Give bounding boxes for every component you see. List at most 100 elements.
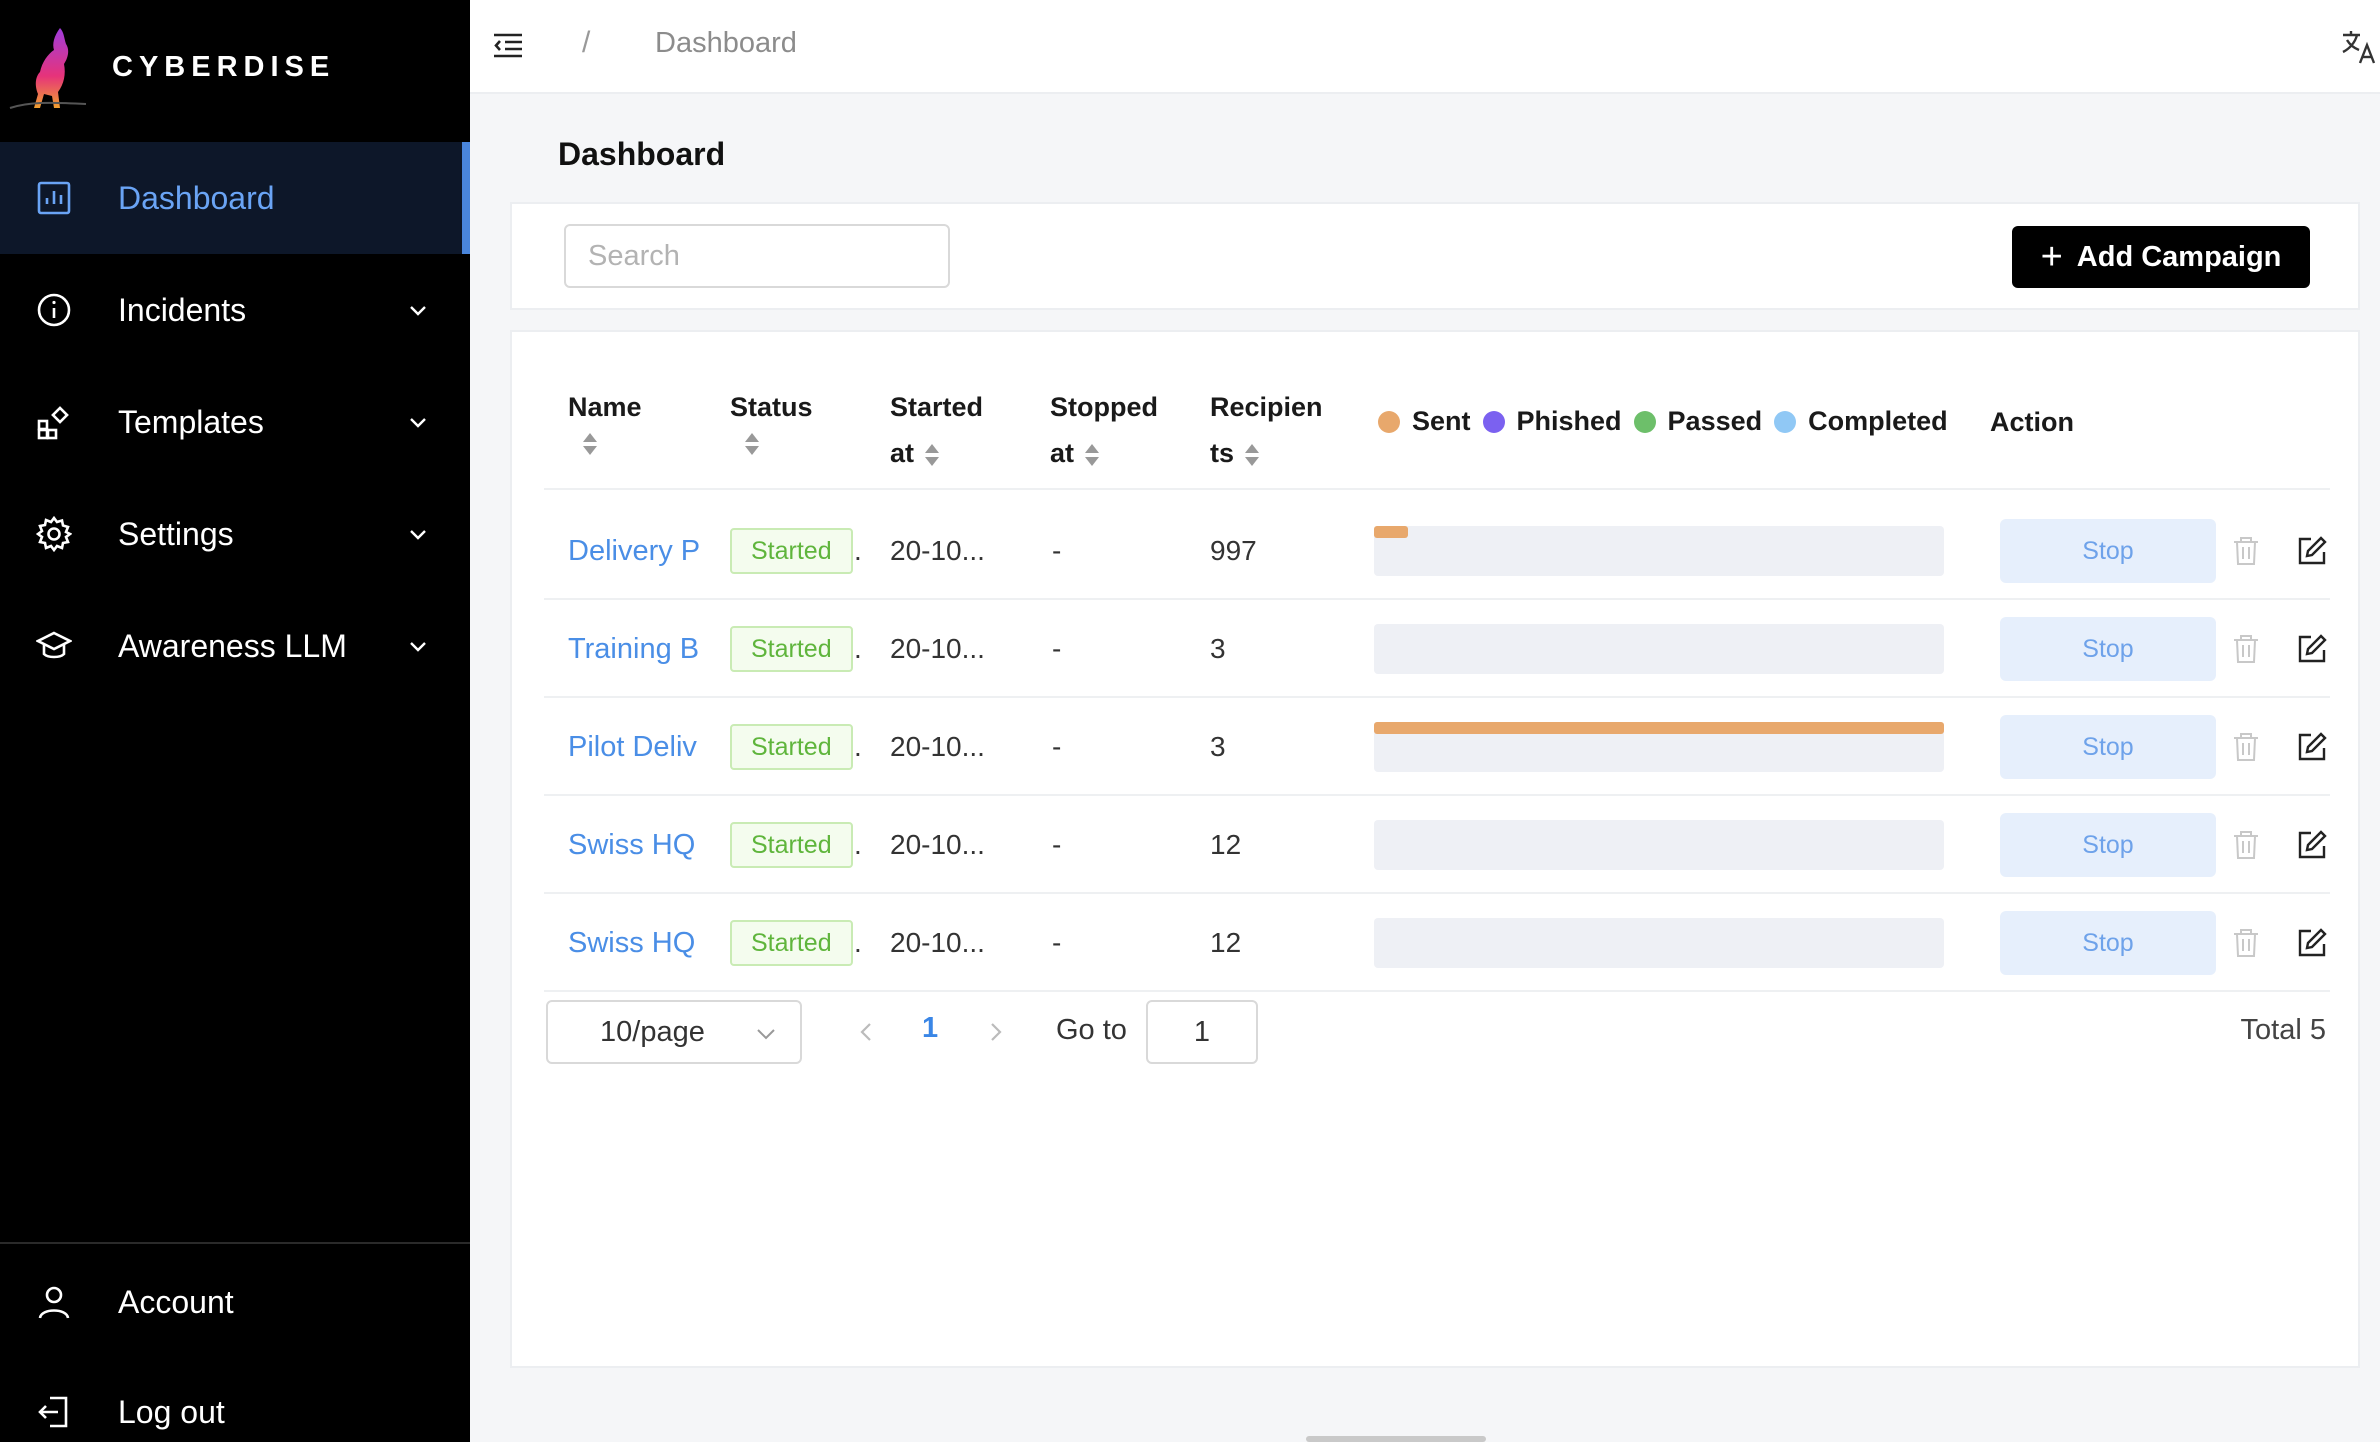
edit-icon[interactable] xyxy=(2296,633,2328,665)
stopped-at-value: - xyxy=(1052,633,1062,664)
add-campaign-button[interactable]: + Add Campaign xyxy=(2012,226,2310,288)
page-title: Dashboard xyxy=(558,136,726,172)
chevron-down-icon xyxy=(410,418,426,428)
chevron-left-icon[interactable] xyxy=(854,1018,878,1046)
menu-fold-icon[interactable] xyxy=(490,28,526,64)
legend-dot xyxy=(1378,410,1400,433)
campaign-name-link[interactable]: Swiss HQ xyxy=(568,828,696,861)
edit-icon[interactable] xyxy=(2296,927,2328,959)
stop-button[interactable]: Stop xyxy=(2000,813,2216,877)
column-header-recipients[interactable]: Recipien ts xyxy=(1210,384,1323,476)
column-header-started-at[interactable]: Started at xyxy=(890,384,983,476)
brand-logo[interactable]: CYBERDISE xyxy=(8,22,408,112)
goat-logo-icon xyxy=(9,28,87,109)
sort-icon[interactable] xyxy=(922,441,942,469)
campaign-name-link[interactable]: Pilot Deliv xyxy=(568,730,697,763)
sidebar-item-incidents[interactable]: Incidents xyxy=(0,254,470,366)
trash-icon[interactable] xyxy=(2230,829,2262,861)
trash-icon[interactable] xyxy=(2230,731,2262,763)
stopped-at-value: - xyxy=(1052,829,1062,860)
sidebar-item-settings[interactable]: Settings xyxy=(0,478,470,590)
legend-dot xyxy=(1633,410,1656,433)
page-size-value: 10/page xyxy=(600,1015,705,1048)
sidebar-item-label: Templates xyxy=(118,403,264,440)
edit-icon[interactable] xyxy=(2296,731,2328,763)
edit-icon[interactable] xyxy=(2296,829,2328,861)
delete-cell xyxy=(2230,894,2270,992)
sidebar-item-label: Dashboard xyxy=(118,179,275,216)
started-at-value: 20-10... xyxy=(890,829,985,860)
trash-icon[interactable] xyxy=(2230,535,2262,567)
stop-button[interactable]: Stop xyxy=(2000,617,2216,681)
campaign-table: Name Status Started at Stopped at Recipi… xyxy=(510,330,2360,1368)
sidebar-item-dashboard[interactable]: Dashboard xyxy=(0,142,470,254)
edit-cell xyxy=(2296,502,2336,600)
column-title: ts xyxy=(1210,438,1235,468)
edit-icon[interactable] xyxy=(2296,535,2328,567)
chevron-right-icon[interactable] xyxy=(984,1018,1008,1046)
campaign-name-link[interactable]: Training B xyxy=(568,632,700,665)
sidebar-item-awareness-llm[interactable]: Awareness LLM xyxy=(0,590,470,702)
action-cell: Stop xyxy=(2000,894,2216,992)
scrollbar[interactable] xyxy=(1306,1436,1486,1442)
status-badge: Started xyxy=(730,528,853,574)
campaign-name-link[interactable]: Swiss HQ xyxy=(568,926,696,959)
status-badge: Started xyxy=(730,626,853,672)
breadcrumb: Dashboard xyxy=(655,27,797,59)
status-cell: Started xyxy=(730,502,853,600)
legend-label: Passed xyxy=(1667,406,1763,436)
blocks-icon xyxy=(36,404,72,440)
top-bar: / Dashboard xyxy=(470,0,2380,94)
legend-label: Phished xyxy=(1516,406,1622,436)
campaign-name-link[interactable]: Delivery P xyxy=(568,534,701,567)
status-cell: Started xyxy=(730,600,853,698)
sort-icon[interactable] xyxy=(742,430,762,458)
trash-icon[interactable] xyxy=(2230,633,2262,665)
sidebar-item-templates[interactable]: Templates xyxy=(0,366,470,478)
sort-icon[interactable] xyxy=(580,430,600,458)
header-divider xyxy=(544,488,2330,490)
progress-cell xyxy=(1374,502,1944,600)
sidebar-item-account[interactable]: Account xyxy=(0,1246,470,1358)
search-input[interactable] xyxy=(564,224,950,288)
column-header-name[interactable]: Name xyxy=(568,384,642,458)
table-row: Delivery P Started. 20-10... - 997 Stop xyxy=(544,502,2330,600)
stop-button[interactable]: Stop xyxy=(2000,519,2216,583)
sidebar-item-label: Account xyxy=(118,1283,234,1320)
trash-icon[interactable] xyxy=(2230,927,2262,959)
page-size-select[interactable]: 10/page xyxy=(546,1000,802,1064)
action-cell: Stop xyxy=(2000,600,2216,698)
delete-cell xyxy=(2230,600,2270,698)
column-header-status[interactable]: Status xyxy=(730,384,813,458)
chevron-down-icon xyxy=(410,642,426,652)
column-title: Status xyxy=(730,392,813,422)
table-row: Pilot Deliv Started. 20-10... - 3 Stop xyxy=(544,698,2330,796)
legend-dot xyxy=(1482,410,1505,433)
goto-input[interactable] xyxy=(1146,1000,1258,1064)
progress-sent-fill xyxy=(1374,722,1944,734)
sort-icon[interactable] xyxy=(1082,441,1102,469)
column-title: Stopped xyxy=(1050,392,1158,422)
breadcrumb-separator: / xyxy=(582,26,591,59)
started-at-value: 20-10... xyxy=(890,535,985,566)
started-at-value: 20-10... xyxy=(890,633,985,664)
sidebar-item-logout[interactable]: Log out xyxy=(0,1356,470,1442)
sort-icon[interactable] xyxy=(1242,441,1262,469)
column-title: Name xyxy=(568,392,642,422)
table-row: Swiss HQ Started. 20-10... - 12 Stop xyxy=(544,796,2330,894)
column-header-action: Action xyxy=(1990,407,2074,437)
sidebar-item-label: Log out xyxy=(118,1393,225,1430)
translate-icon[interactable] xyxy=(2340,28,2378,66)
progress-track xyxy=(1374,624,1944,674)
truncation-dot: . xyxy=(854,927,862,958)
stop-button[interactable]: Stop xyxy=(2000,715,2216,779)
sidebar-item-label: Awareness LLM xyxy=(118,627,347,664)
progress-cell xyxy=(1374,600,1944,698)
page-number[interactable]: 1 xyxy=(922,1012,939,1044)
stopped-at-value: - xyxy=(1052,535,1062,566)
column-header-stopped-at[interactable]: Stopped at xyxy=(1050,384,1158,476)
stop-button[interactable]: Stop xyxy=(2000,911,2216,975)
status-badge: Started xyxy=(730,822,853,868)
progress-legend: Sent Phished Passed Completed xyxy=(1378,406,1960,437)
truncation-dot: . xyxy=(854,731,862,762)
